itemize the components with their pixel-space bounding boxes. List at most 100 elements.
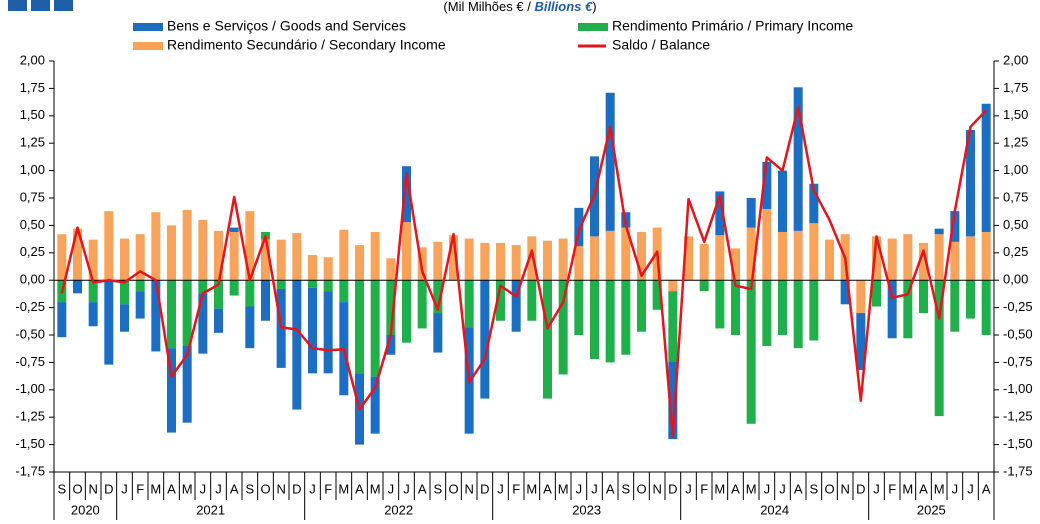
bar-segment bbox=[120, 238, 129, 281]
bar-segment bbox=[950, 211, 960, 242]
x-tick-label: M bbox=[526, 481, 537, 496]
year-label: 2023 bbox=[572, 502, 601, 517]
bar-segment bbox=[88, 302, 98, 327]
y2-tick-label: 0,25 bbox=[1003, 244, 1028, 259]
bar-segment bbox=[229, 231, 239, 281]
bar-segment bbox=[731, 280, 740, 335]
x-tick-label: N bbox=[88, 481, 97, 496]
y-tick-label: 1,75 bbox=[20, 80, 45, 95]
bar-segment bbox=[762, 208, 772, 281]
bar-segment bbox=[527, 280, 537, 321]
x-tick-label: J bbox=[873, 481, 880, 496]
bar-segment bbox=[762, 280, 772, 346]
bar-segment bbox=[903, 280, 913, 339]
y-tick-label: 0,75 bbox=[20, 189, 45, 204]
x-tick-label: A bbox=[167, 481, 176, 496]
bar-segment bbox=[637, 280, 646, 332]
bar-segment bbox=[73, 228, 82, 281]
bar-segment bbox=[323, 257, 333, 281]
bar-segment bbox=[934, 280, 944, 417]
bar-segment bbox=[746, 198, 756, 228]
bar-segment bbox=[57, 234, 67, 281]
year-label: 2022 bbox=[384, 502, 413, 517]
bar-segment bbox=[856, 280, 866, 314]
y-tick-label: -1,00 bbox=[15, 381, 45, 396]
bar-segment bbox=[558, 238, 568, 281]
bar-segment bbox=[370, 376, 380, 434]
x-tick-label: A bbox=[230, 481, 239, 496]
bar-segment bbox=[339, 280, 349, 303]
legend-label: Rendimento Secundário / Secondary Income bbox=[167, 37, 446, 53]
bar-segment bbox=[167, 348, 176, 433]
x-tick-label: J bbox=[967, 481, 974, 496]
y2-tick-label: 1,50 bbox=[1003, 107, 1028, 122]
bar-segment bbox=[981, 103, 991, 232]
bar-segment bbox=[574, 280, 584, 335]
bar-segment bbox=[746, 280, 756, 424]
bar-segment bbox=[793, 280, 803, 349]
x-tick-label: F bbox=[324, 481, 332, 496]
bar-segment bbox=[558, 280, 568, 375]
bar-segment bbox=[511, 245, 521, 281]
y-tick-label: -0,25 bbox=[15, 299, 45, 314]
bar-segment bbox=[261, 280, 270, 321]
y2-tick-label: 0,00 bbox=[1003, 272, 1028, 287]
x-tick-label: M bbox=[182, 481, 193, 496]
x-tick-label: M bbox=[150, 481, 161, 496]
bar-segment bbox=[511, 280, 521, 332]
year-label: 2020 bbox=[71, 502, 100, 517]
x-tick-label: A bbox=[543, 481, 552, 496]
x-tick-label: A bbox=[982, 481, 991, 496]
bar-segment bbox=[355, 280, 364, 374]
x-tick-label: M bbox=[746, 481, 757, 496]
x-tick-label: D bbox=[292, 481, 301, 496]
bar-segment bbox=[919, 280, 928, 314]
x-tick-label: J bbox=[497, 481, 504, 496]
bar-segment bbox=[793, 230, 803, 281]
x-tick-label: F bbox=[700, 481, 708, 496]
bar-segment bbox=[198, 293, 208, 354]
bar-segment bbox=[731, 248, 740, 281]
bar-segment bbox=[88, 239, 98, 281]
bar-segment bbox=[590, 280, 599, 360]
bar-segment bbox=[621, 227, 631, 281]
x-tick-label: S bbox=[621, 481, 630, 496]
y-tick-label: 1,50 bbox=[20, 107, 45, 122]
bar-segment bbox=[135, 291, 145, 319]
bar-segment bbox=[386, 280, 396, 335]
x-tick-label: J bbox=[779, 481, 786, 496]
x-tick-label: D bbox=[668, 481, 677, 496]
bar-segment bbox=[966, 130, 975, 237]
bar-segment bbox=[276, 239, 286, 281]
x-tick-label: F bbox=[888, 481, 896, 496]
y2-tick-label: 0,50 bbox=[1003, 217, 1028, 232]
bar-segment bbox=[167, 225, 176, 281]
x-tick-label: S bbox=[245, 481, 254, 496]
y2-tick-label: 2,00 bbox=[1003, 52, 1028, 67]
y-tick-label: 2,00 bbox=[20, 52, 45, 67]
legend-swatch bbox=[133, 42, 163, 50]
logo-block bbox=[8, 0, 27, 11]
bar-segment bbox=[433, 313, 443, 353]
bar-segment bbox=[308, 254, 317, 281]
x-tick-label: S bbox=[57, 481, 66, 496]
bar-segment bbox=[950, 241, 960, 281]
bar-segment bbox=[527, 236, 537, 281]
bar-segment bbox=[386, 335, 396, 355]
y-tick-label: -0,50 bbox=[15, 326, 45, 341]
x-tick-label: J bbox=[309, 481, 316, 496]
y-tick-label: -1,25 bbox=[15, 409, 45, 424]
bar-segment bbox=[981, 280, 991, 335]
bar-segment bbox=[308, 287, 317, 374]
x-tick-label: A bbox=[794, 481, 803, 496]
bar-segment bbox=[793, 87, 803, 231]
bar-segment bbox=[574, 207, 584, 247]
x-tick-label: J bbox=[388, 481, 395, 496]
balance-line bbox=[60, 105, 988, 439]
bar-segment bbox=[840, 280, 850, 305]
bar-segment bbox=[402, 280, 411, 343]
x-tick-label: A bbox=[919, 481, 928, 496]
bar-segment bbox=[621, 280, 631, 355]
